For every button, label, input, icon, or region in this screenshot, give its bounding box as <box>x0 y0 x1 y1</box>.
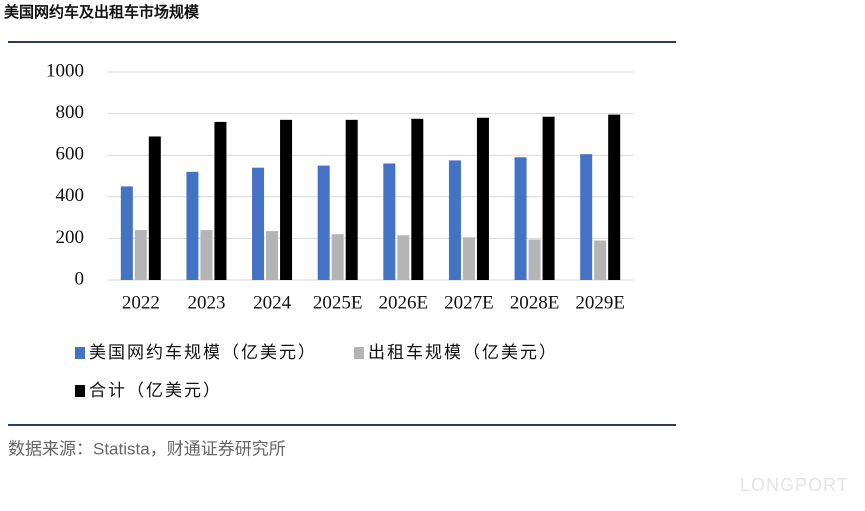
bar <box>266 231 279 280</box>
bar <box>331 234 344 280</box>
bar <box>317 165 330 280</box>
bar <box>462 237 475 280</box>
bar <box>214 121 227 280</box>
x-tick-label: 2023 <box>187 292 225 313</box>
bar <box>397 235 410 280</box>
bar <box>514 157 527 280</box>
chart-title: 美国网约车及出租车市场规模 <box>4 3 200 21</box>
legend-swatch <box>75 385 85 397</box>
bar <box>252 167 265 280</box>
bar <box>580 154 593 280</box>
y-tick-label: 400 <box>56 185 85 206</box>
bar <box>200 230 213 280</box>
bar <box>383 163 396 280</box>
y-tick-label: 600 <box>56 144 85 165</box>
bar <box>448 160 461 280</box>
legend-swatch <box>354 347 364 359</box>
x-tick-label: 2026E <box>379 292 429 313</box>
bar <box>134 230 147 280</box>
bar <box>542 116 555 280</box>
bar <box>594 240 607 280</box>
legend-swatch <box>75 347 85 359</box>
bar <box>186 171 199 280</box>
y-tick-label: 0 <box>75 268 85 289</box>
bar <box>345 119 358 280</box>
bar <box>280 119 293 280</box>
x-tick-label: 2025E <box>313 292 363 313</box>
legend-label: 美国网约车规模（亿美元） <box>89 343 317 363</box>
watermark: LONGPORT <box>740 475 849 495</box>
y-tick-label: 800 <box>56 102 85 123</box>
y-tick-label: 200 <box>56 227 85 248</box>
x-tick-label: 2029E <box>575 292 625 313</box>
bar <box>528 239 541 280</box>
x-tick-label: 2022 <box>122 292 160 313</box>
x-tick-label: 2024 <box>253 292 292 313</box>
y-tick-label: 1000 <box>46 60 84 81</box>
bar <box>476 117 489 280</box>
x-tick-label: 2028E <box>510 292 560 313</box>
bar <box>120 186 133 280</box>
bar <box>148 136 161 280</box>
x-tick-label: 2027E <box>444 292 494 313</box>
legend-label: 出租车规模（亿美元） <box>368 343 558 363</box>
bar <box>608 114 621 280</box>
source-note: 数据来源：Statista，财通证券研究所 <box>8 439 286 458</box>
legend-label: 合计（亿美元） <box>89 381 222 401</box>
bar <box>411 118 424 280</box>
